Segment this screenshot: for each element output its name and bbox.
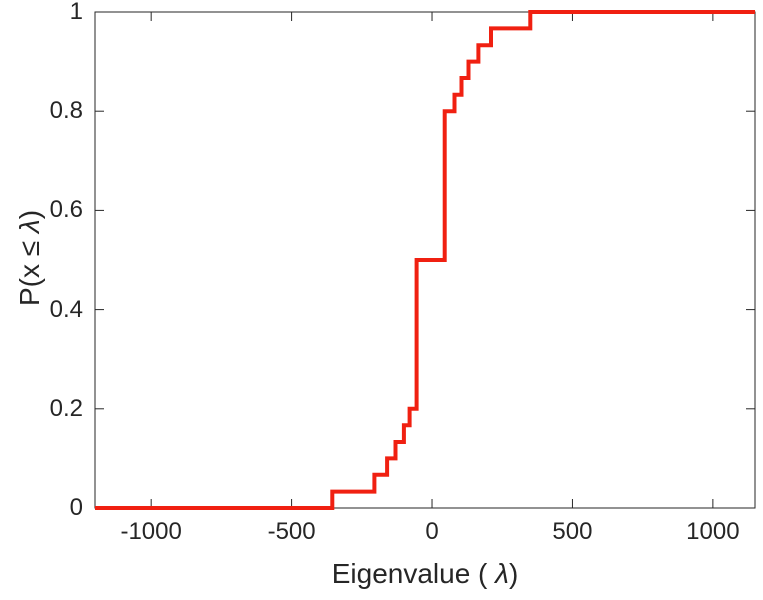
y-tick-label: 0.8 [49, 97, 83, 125]
x-axis-label: Eigenvalue ( λ) [332, 560, 519, 588]
y-tick-label: 0.4 [49, 295, 83, 323]
y-axis-label-text: P(x ≤ [14, 233, 45, 307]
x-axis-label-suffix: ) [508, 558, 519, 589]
lambda-symbol: λ [495, 558, 509, 589]
y-tick-label: 0.6 [49, 196, 83, 224]
x-tick-label: 500 [552, 518, 593, 545]
x-tick-label: 1000 [686, 518, 740, 545]
ecdf-curve [95, 10, 755, 510]
x-axis-label-text: Eigenvalue ( [331, 558, 496, 589]
axes-box [94, 11, 756, 509]
y-tick-label: 1 [69, 0, 83, 25]
y-axis-label-suffix: ) [14, 209, 45, 220]
x-tick-label: -1000 [120, 518, 182, 545]
y-axis-label: P(x ≤ λ) [14, 209, 45, 307]
x-tick-label: 0 [425, 518, 439, 545]
lambda-symbol: λ [14, 219, 45, 234]
x-tick-label: -500 [267, 518, 316, 545]
y-tick-label: 0.2 [49, 394, 83, 422]
y-tick-label: 0 [69, 494, 83, 521]
